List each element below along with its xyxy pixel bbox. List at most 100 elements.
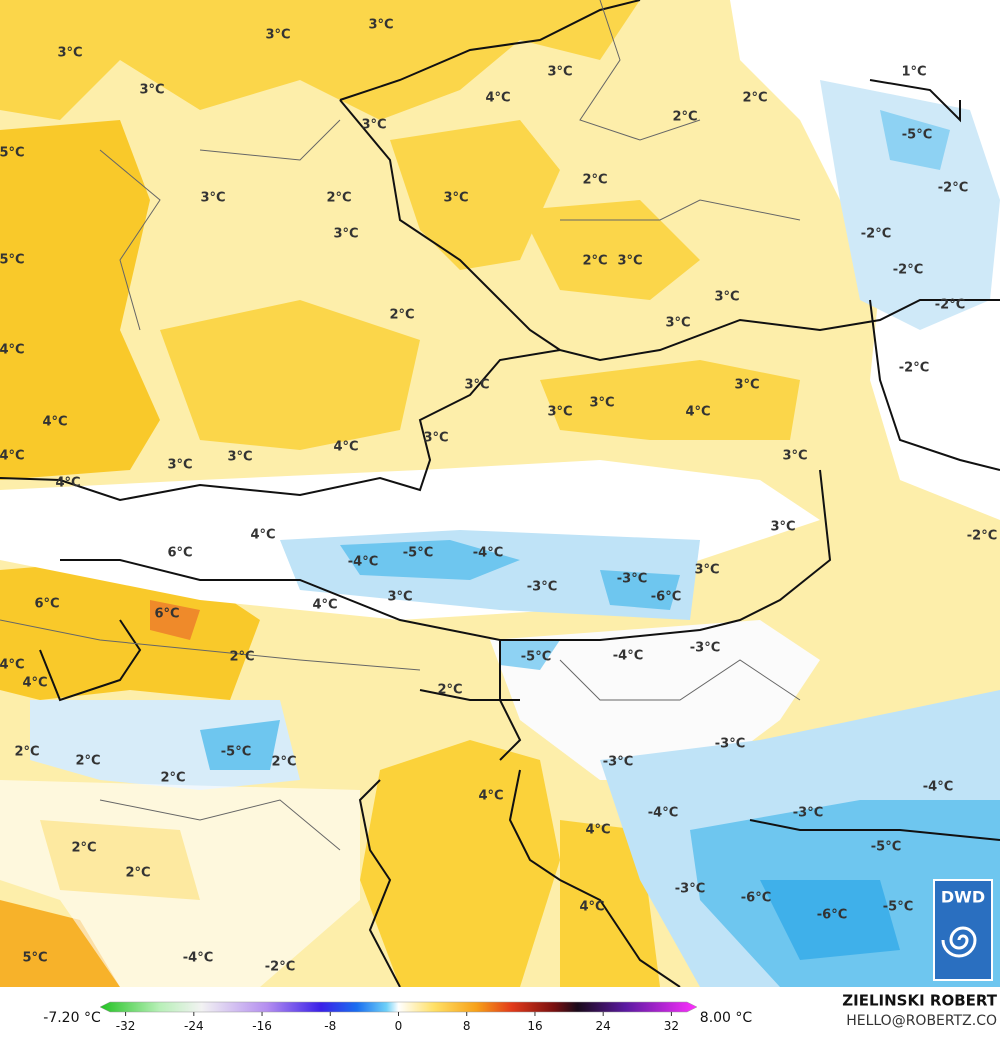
temperature-label: 4°C xyxy=(0,449,25,464)
temperature-label: -2°C xyxy=(893,263,923,278)
temperature-label: 3°C xyxy=(464,378,489,393)
temperature-label: 3°C xyxy=(361,118,386,133)
temperature-label: 3°C xyxy=(589,396,614,411)
temperature-label: 2°C xyxy=(742,91,767,106)
temperature-label: -2°C xyxy=(265,960,295,975)
colorbar-tick-label: 8 xyxy=(463,1019,471,1033)
temperature-label: 3°C xyxy=(547,405,572,420)
logo-box xyxy=(933,879,993,981)
temperature-label: 3°C xyxy=(714,290,739,305)
temperature-label: 3°C xyxy=(443,191,468,206)
temperature-label: -3°C xyxy=(675,882,705,897)
temperature-label: -5°C xyxy=(871,840,901,855)
temperature-label: -3°C xyxy=(793,806,823,821)
temperature-label: 2°C xyxy=(582,173,607,188)
temperature-label: 2°C xyxy=(271,755,296,770)
temperature-label: 3°C xyxy=(770,520,795,535)
temperature-label: 3°C xyxy=(665,316,690,331)
temperature-label: -3°C xyxy=(603,755,633,770)
colorbar-tick-label: -8 xyxy=(324,1019,336,1033)
credit-name: ZIELINSKI ROBERT xyxy=(842,992,997,1010)
temperature-label: 4°C xyxy=(42,415,67,430)
temperature-label: -2°C xyxy=(861,227,891,242)
temperature-label: 2°C xyxy=(125,866,150,881)
temperature-label: 3°C xyxy=(368,18,393,33)
colorbar-max-label: 8.00 °C xyxy=(700,1010,753,1026)
temperature-label: 4°C xyxy=(0,658,25,673)
temperature-label: -6°C xyxy=(817,908,847,923)
temperature-label: -3°C xyxy=(527,580,557,595)
temperature-label: 3°C xyxy=(265,28,290,43)
colorbar-tick-label: -24 xyxy=(184,1019,204,1033)
temperature-label: 4°C xyxy=(312,598,337,613)
temperature-label: 6°C xyxy=(34,597,59,612)
temperature-label: 3°C xyxy=(333,227,358,242)
temperature-label: -5°C xyxy=(902,128,932,143)
temperature-label: -4°C xyxy=(183,951,213,966)
temperature-label: 3°C xyxy=(227,450,252,465)
temperature-label: -2°C xyxy=(938,181,968,196)
temperature-label: 4°C xyxy=(485,91,510,106)
colorbar-tick-label: 24 xyxy=(596,1019,611,1033)
temperature-label: 2°C xyxy=(75,754,100,769)
temperature-label: 4°C xyxy=(585,823,610,838)
temperature-label: -2°C xyxy=(967,529,997,544)
temperature-label: 2°C xyxy=(672,110,697,125)
logo-text: DWD xyxy=(941,888,985,907)
colorbar-tick-label: 0 xyxy=(395,1019,403,1033)
credit-email: HELLO@ROBERTZ.CO xyxy=(846,1013,997,1029)
colorbar-tick-label: 32 xyxy=(664,1019,679,1033)
temperature-label: 3°C xyxy=(57,46,82,61)
temperature-label: 4°C xyxy=(250,528,275,543)
colorbar-tick-label: 16 xyxy=(527,1019,542,1033)
temperature-label: -5°C xyxy=(403,546,433,561)
temperature-label: 2°C xyxy=(389,308,414,323)
temperature-label: -3°C xyxy=(715,737,745,752)
temperature-label: 2°C xyxy=(160,771,185,786)
temperature-label: 2°C xyxy=(437,683,462,698)
temperature-label: 4°C xyxy=(55,476,80,491)
temperature-label: -4°C xyxy=(473,546,503,561)
temperature-label: 5°C xyxy=(22,951,47,966)
temperature-label: 4°C xyxy=(0,343,25,358)
temperature-label: 4°C xyxy=(22,676,47,691)
temperature-label: 3°C xyxy=(167,458,192,473)
map xyxy=(0,0,1000,987)
colorbar-tick-label: -32 xyxy=(116,1019,136,1033)
temperature-label: 4°C xyxy=(478,789,503,804)
temperature-label: -4°C xyxy=(348,555,378,570)
temperature-label: 4°C xyxy=(579,900,604,915)
temperature-label: 2°C xyxy=(326,191,351,206)
colorbar xyxy=(99,1001,698,1013)
temperature-label: 3°C xyxy=(387,590,412,605)
temperature-label: 3°C xyxy=(423,431,448,446)
colorbar-min-label: -7.20 °C xyxy=(43,1010,101,1026)
temperature-label: -4°C xyxy=(613,649,643,664)
temperature-label: 1°C xyxy=(901,65,926,80)
temperature-label: 6°C xyxy=(154,607,179,622)
temperature-label: -3°C xyxy=(690,641,720,656)
temperature-label: 3°C xyxy=(139,83,164,98)
temperature-label: -2°C xyxy=(935,298,965,313)
temperature-label: -2°C xyxy=(899,361,929,376)
temperature-label: -5°C xyxy=(521,650,551,665)
temperature-label: -5°C xyxy=(883,900,913,915)
temperature-label: 3°C xyxy=(694,563,719,578)
logo-swirl xyxy=(941,926,977,958)
temperature-label: 6°C xyxy=(167,546,192,561)
temperature-label: 2°C xyxy=(71,841,96,856)
temperature-label: 5°C xyxy=(0,253,25,268)
temperature-label: -6°C xyxy=(741,891,771,906)
temperature-label: -3°C xyxy=(617,572,647,587)
temperature-label: 2°C xyxy=(582,254,607,269)
temperature-label: 3°C xyxy=(547,65,572,80)
temperature-label: -5°C xyxy=(221,745,251,760)
temperature-label: -6°C xyxy=(651,590,681,605)
temperature-label: 3°C xyxy=(200,191,225,206)
temperature-label: 2°C xyxy=(14,745,39,760)
temperature-label: 3°C xyxy=(617,254,642,269)
temperature-label: 5°C xyxy=(0,146,25,161)
temperature-label: 4°C xyxy=(333,440,358,455)
temperature-label: 3°C xyxy=(734,378,759,393)
